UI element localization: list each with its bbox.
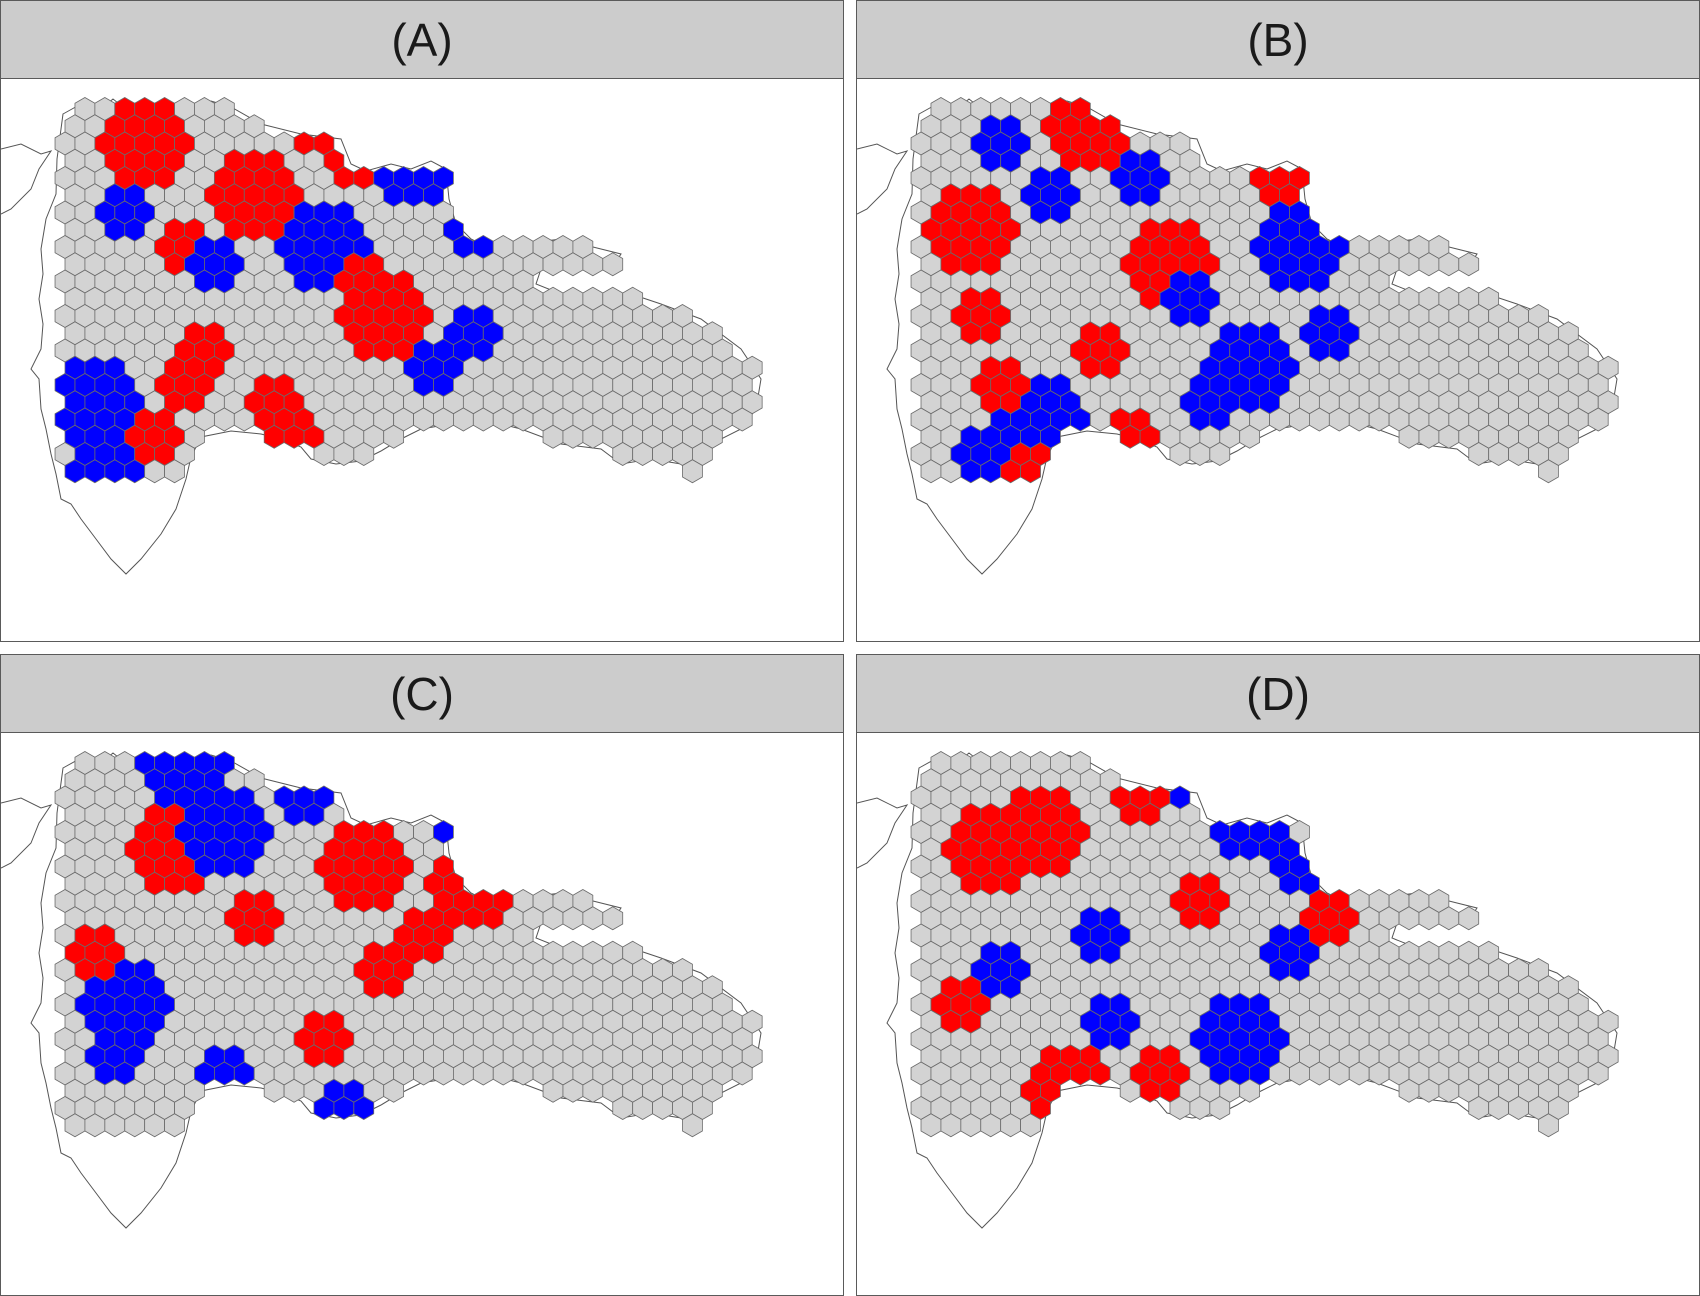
- hex-cell-neutral: [1209, 442, 1231, 466]
- hex-cell-low: [353, 1096, 375, 1120]
- panel-c-title-strip: (C): [0, 654, 844, 733]
- hex-cell-high: [1020, 459, 1041, 484]
- panel-c-map: [0, 732, 844, 1296]
- panel-d-title: (D): [1246, 667, 1310, 720]
- panel-c-title: (C): [390, 667, 454, 720]
- panel-a-map: [0, 78, 844, 642]
- panel-d: (D): [856, 654, 1700, 1296]
- border-line: [857, 143, 909, 215]
- hex-cell-neutral: [682, 1113, 703, 1138]
- border-line: [1, 797, 53, 869]
- hex-cell-neutral: [1458, 252, 1480, 277]
- panel-b-title: (B): [1247, 13, 1309, 66]
- panel-a-title: (A): [391, 13, 453, 66]
- hex-cell-neutral: [731, 1061, 753, 1086]
- hex-cell-neutral: [1209, 1096, 1231, 1120]
- hex-cell-neutral: [1587, 1061, 1609, 1086]
- hex-cell-neutral: [164, 459, 185, 484]
- hex-cell-neutral: [731, 407, 753, 432]
- panel-d-title-strip: (D): [856, 654, 1700, 733]
- hex-cell-neutral: [383, 1078, 405, 1103]
- hex-cell-neutral: [602, 252, 624, 277]
- hex-cell-neutral: [1239, 1078, 1261, 1103]
- hex-cell-neutral: [1239, 424, 1261, 449]
- hex-cell-neutral: [1458, 906, 1480, 931]
- border-line: [1, 143, 53, 215]
- hex-cell-neutral: [602, 906, 624, 931]
- panel-d-map: [856, 732, 1700, 1296]
- panel-b-title-strip: (B): [856, 0, 1700, 79]
- panel-a: (A): [0, 0, 844, 642]
- hex-cell-neutral: [1020, 1113, 1041, 1138]
- hex-cell-neutral: [1538, 1113, 1559, 1138]
- panel-c: (C): [0, 654, 844, 1296]
- border-line: [857, 797, 909, 869]
- hex-cell-neutral: [164, 1113, 185, 1138]
- panel-b-map: [856, 78, 1700, 642]
- hex-cell-neutral: [682, 459, 703, 484]
- hex-cell-neutral: [353, 442, 375, 466]
- hex-cell-neutral: [1587, 407, 1609, 432]
- panel-a-title-strip: (A): [0, 0, 844, 79]
- hex-cell-neutral: [1538, 459, 1559, 484]
- hex-cell-neutral: [383, 424, 405, 449]
- panel-b: (B): [856, 0, 1700, 642]
